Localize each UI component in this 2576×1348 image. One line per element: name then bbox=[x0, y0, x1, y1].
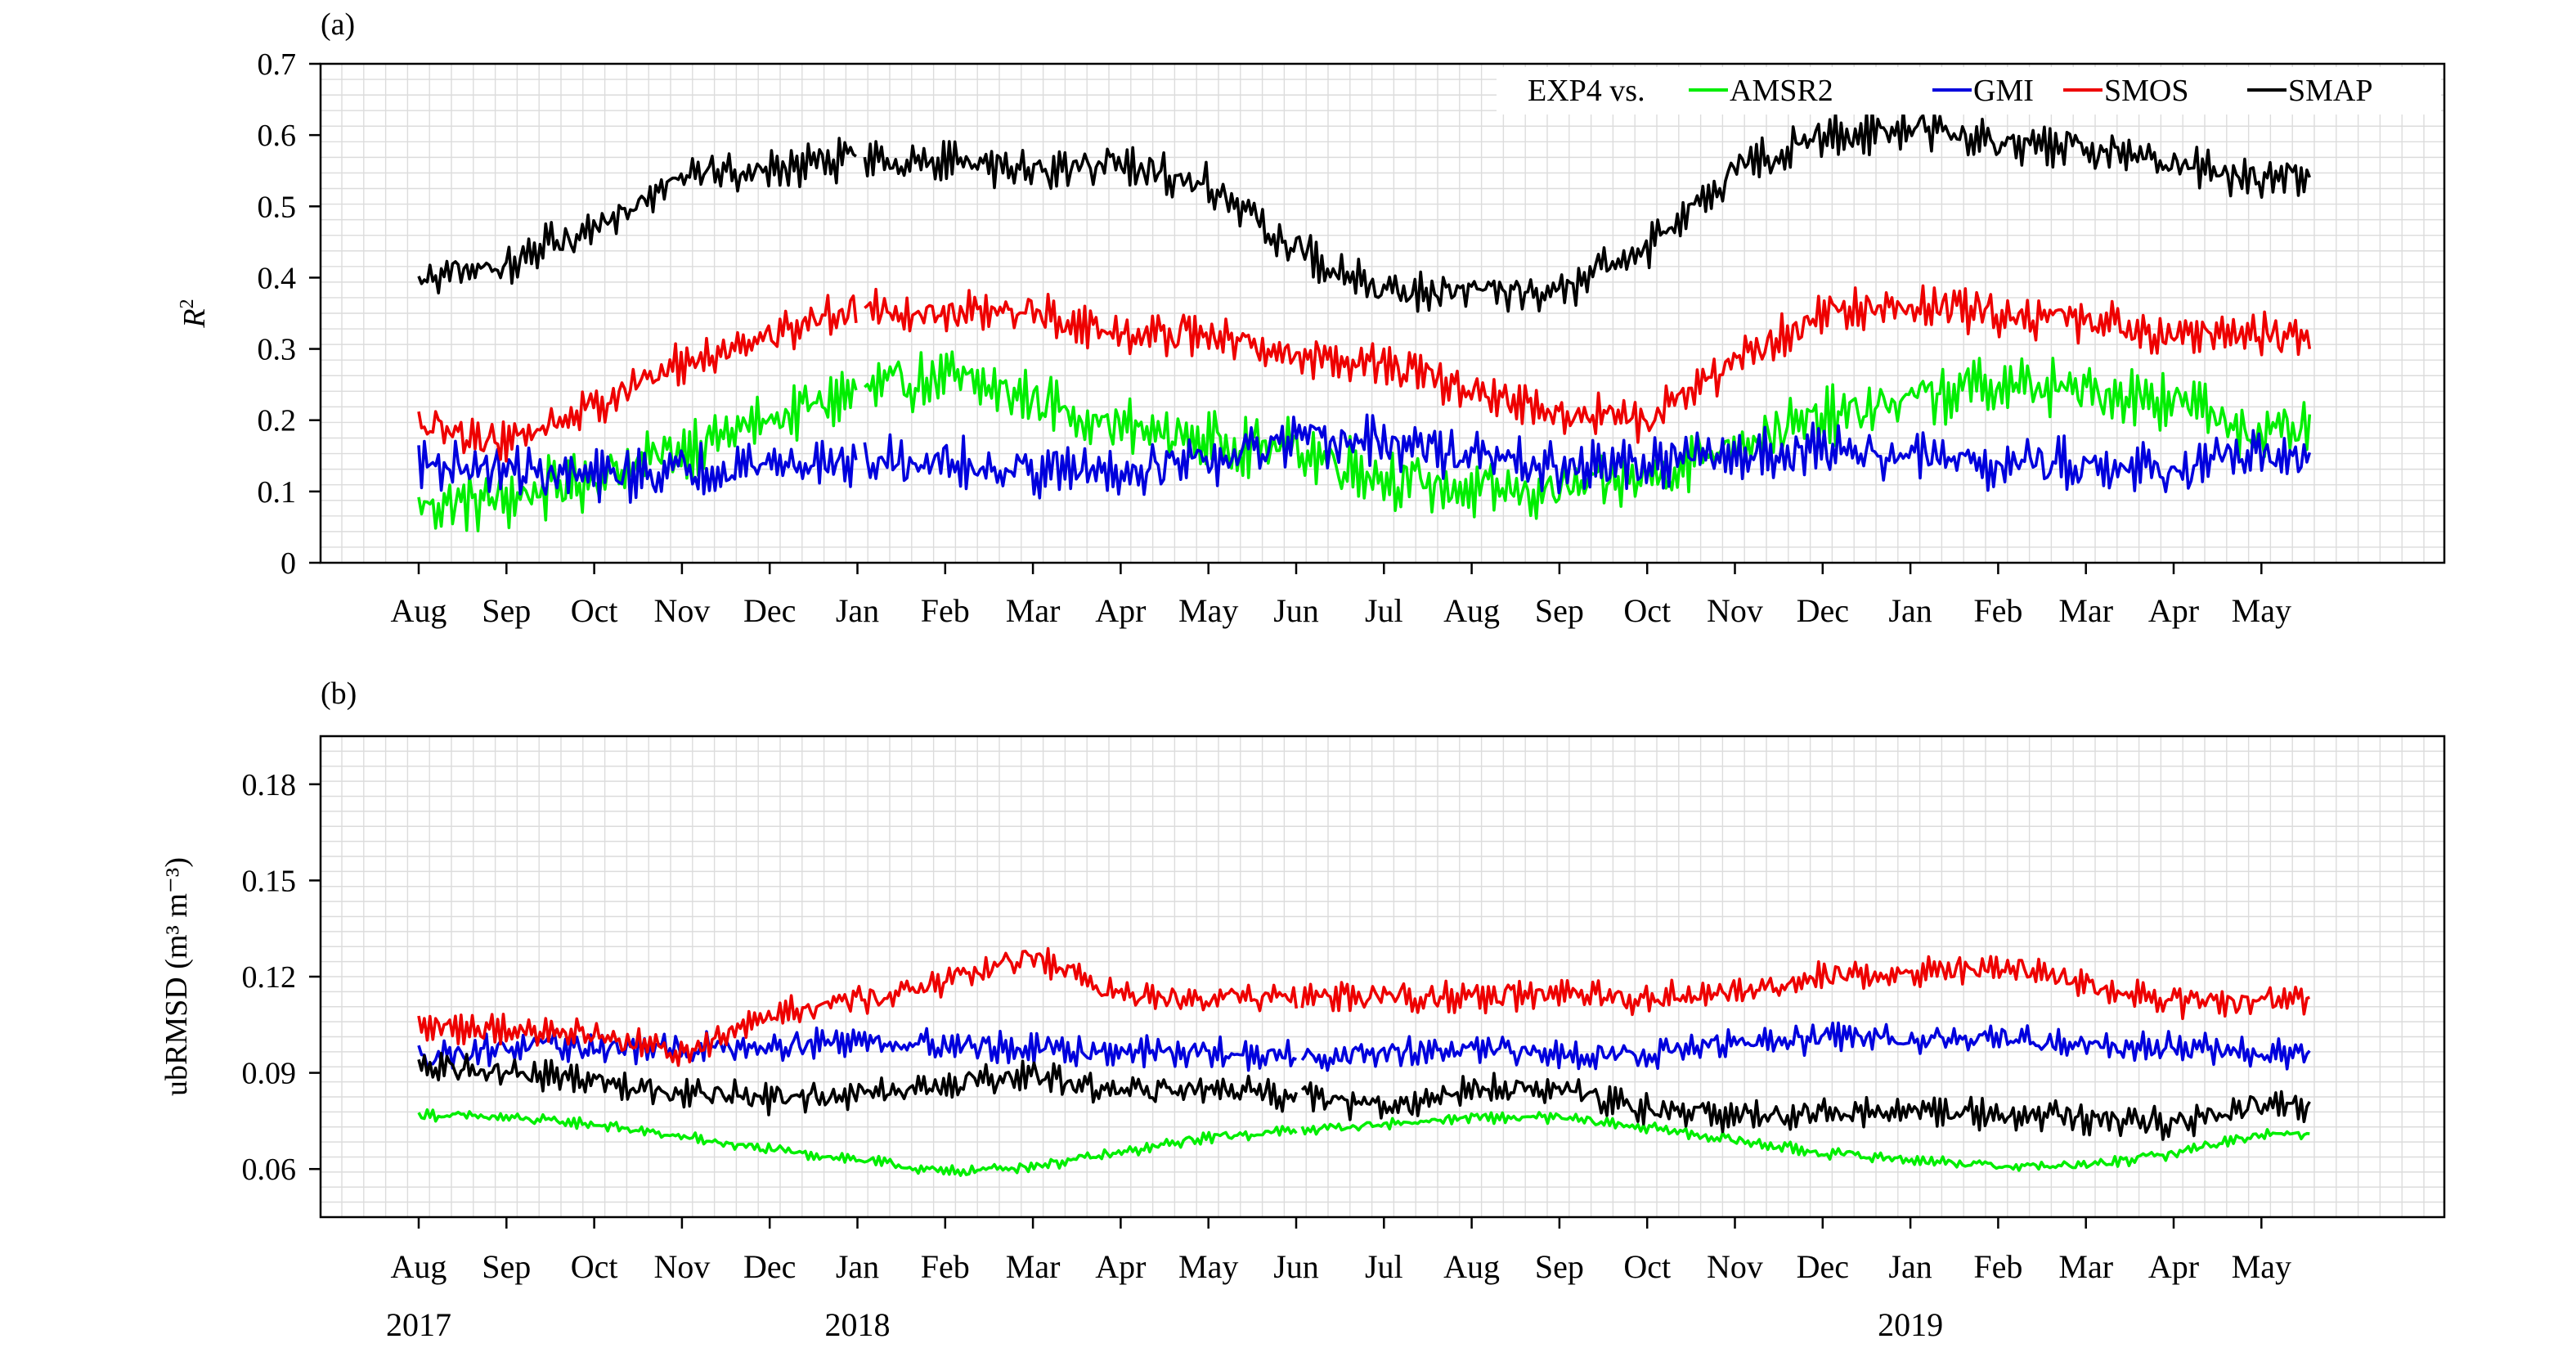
y-tick-label: 0.15 bbox=[242, 864, 297, 898]
y-tick-label: 0.1 bbox=[258, 475, 297, 510]
x-tick-label: Dec bbox=[1797, 592, 1849, 629]
y-tick-label: 0.6 bbox=[258, 119, 297, 153]
x-tick-label: Oct bbox=[571, 1248, 618, 1285]
x-tick-label: Apr bbox=[2148, 592, 2199, 629]
panel-a-series bbox=[417, 108, 2312, 532]
x-tick-label: Mar bbox=[1006, 592, 1061, 629]
series-line-smos bbox=[417, 946, 2310, 1067]
panel-a-x-ticks: Aug Sep Oct Nov Dec Jan Feb Mar Apr May Jun Jul Aug S… bbox=[391, 563, 2291, 629]
x-tick-label: Feb bbox=[921, 1248, 970, 1285]
legend-label-amsr2: AMSR2 bbox=[1730, 74, 1833, 108]
panel-b: (b) 0.06 0.09 0.12 0.15 0.18 Aug Sep Oct Nov Dec… bbox=[159, 676, 2446, 1343]
series-line-gmi bbox=[417, 1021, 2311, 1072]
x-tick-label: Jan bbox=[836, 592, 879, 629]
y-tick-label: 0.18 bbox=[242, 768, 297, 802]
legend-label-gmi: GMI bbox=[1973, 74, 2034, 108]
x-tick-label: Jul bbox=[1365, 1248, 1403, 1285]
y-tick-label: 0.12 bbox=[242, 960, 297, 995]
x-tick-label: Jan bbox=[836, 1248, 879, 1285]
series-line-amsr2 bbox=[417, 1108, 2310, 1177]
x-tick-label: Oct bbox=[571, 592, 618, 629]
y-tick-label: 0.4 bbox=[258, 261, 297, 295]
x-tick-label: Dec bbox=[1797, 1248, 1849, 1285]
legend-label-smos: SMOS bbox=[2104, 74, 2189, 108]
panel-a-label: (a) bbox=[321, 7, 355, 42]
x-tick-label: Jan bbox=[1888, 1248, 1932, 1285]
x-tick-label: Aug bbox=[391, 592, 447, 629]
x-tick-label: May bbox=[2232, 1248, 2291, 1285]
year-label: 2019 bbox=[1878, 1306, 1943, 1343]
x-tick-label: Aug bbox=[1443, 592, 1500, 629]
y-tick-label: 0.06 bbox=[242, 1153, 297, 1187]
y-tick-label: 0.3 bbox=[258, 333, 297, 367]
y-tick-label: 0.2 bbox=[258, 404, 297, 438]
panel-a-y-ticks: 0 0.1 0.2 0.3 0.4 0.5 0.6 0.7 bbox=[258, 47, 321, 581]
x-tick-label: Feb bbox=[921, 592, 970, 629]
x-tick-label: Sep bbox=[482, 1248, 531, 1285]
year-label: 2018 bbox=[825, 1306, 891, 1343]
x-tick-label: Mar bbox=[2058, 592, 2113, 629]
year-labels: 2017 2018 2019 bbox=[386, 1306, 1943, 1343]
panel-b-y-axis-label: ubRMSD (m³ m⁻³) bbox=[159, 857, 194, 1096]
y-tick-label: 0 bbox=[280, 546, 296, 581]
series-line-gmi bbox=[417, 413, 2312, 504]
legend: EXP4 vs. AMSR2 GMI SMOS SMAP bbox=[1497, 67, 2441, 115]
x-tick-label: Mar bbox=[2058, 1248, 2113, 1285]
x-tick-label: Dec bbox=[743, 1248, 796, 1285]
x-tick-label: Apr bbox=[1095, 592, 1146, 629]
panel-a-frame bbox=[319, 62, 2446, 564]
panel-b-y-ticks: 0.06 0.09 0.12 0.15 0.18 bbox=[242, 768, 321, 1187]
x-tick-label: Aug bbox=[1443, 1248, 1500, 1285]
x-tick-label: Oct bbox=[1623, 592, 1671, 629]
x-tick-label: Sep bbox=[1535, 1248, 1584, 1285]
x-tick-label: May bbox=[1178, 592, 1238, 629]
y-tick-label: 0.09 bbox=[242, 1057, 297, 1091]
x-tick-label: Dec bbox=[743, 592, 796, 629]
x-tick-label: Nov bbox=[653, 1248, 710, 1285]
x-tick-label: Feb bbox=[1973, 1248, 2022, 1285]
x-tick-label: Jun bbox=[1273, 592, 1319, 629]
x-tick-label: Sep bbox=[482, 592, 531, 629]
series-line-smos bbox=[417, 284, 2312, 463]
panel-b-x-ticks: Aug Sep Oct Nov Dec Jan Feb Mar Apr May Jun Jul Aug S… bbox=[391, 1217, 2291, 1285]
x-tick-label: Nov bbox=[1707, 592, 1763, 629]
x-tick-label: Apr bbox=[1095, 1248, 1146, 1285]
legend-label-smap: SMAP bbox=[2288, 74, 2373, 108]
y-tick-label: 0.5 bbox=[258, 190, 297, 224]
x-tick-label: Feb bbox=[1973, 592, 2022, 629]
x-tick-label: Sep bbox=[1535, 592, 1584, 629]
x-tick-label: Jul bbox=[1365, 592, 1403, 629]
x-tick-label: Jun bbox=[1273, 1248, 1319, 1285]
panel-b-series bbox=[417, 946, 2311, 1177]
x-tick-label: Jan bbox=[1888, 592, 1932, 629]
x-tick-label: Apr bbox=[2148, 1248, 2199, 1285]
legend-prefix: EXP4 vs. bbox=[1528, 74, 1645, 108]
panel-a-y-axis-label: R2 bbox=[177, 299, 212, 328]
x-tick-label: May bbox=[2232, 592, 2291, 629]
series-line-smap bbox=[417, 1051, 2311, 1141]
series-line-smap bbox=[417, 108, 2311, 313]
x-tick-label: Oct bbox=[1623, 1248, 1671, 1285]
x-tick-label: Mar bbox=[1006, 1248, 1061, 1285]
x-tick-label: Nov bbox=[653, 592, 710, 629]
panel-a: (a) 0 0.1 0.2 0.3 0.4 0.5 0.6 0.7 Aug Sep Oct Nov D… bbox=[177, 7, 2446, 629]
y-tick-label: 0.7 bbox=[258, 47, 297, 82]
year-label: 2017 bbox=[386, 1306, 451, 1343]
x-tick-label: Aug bbox=[391, 1248, 447, 1285]
x-tick-label: Nov bbox=[1707, 1248, 1763, 1285]
x-tick-label: May bbox=[1178, 1248, 1238, 1285]
panel-b-label: (b) bbox=[321, 676, 357, 711]
panel-b-grid bbox=[321, 736, 2444, 1217]
